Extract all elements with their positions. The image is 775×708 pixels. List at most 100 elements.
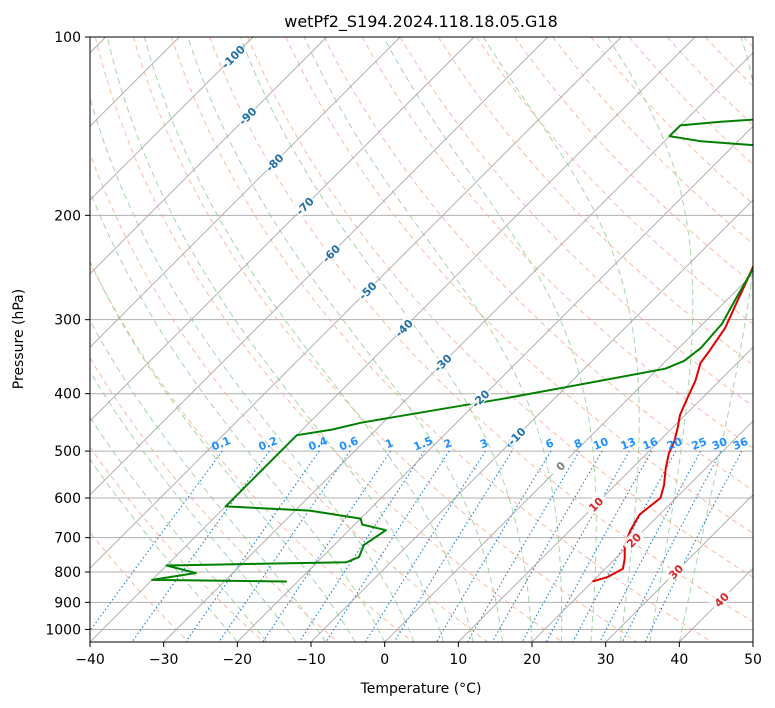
mixing-ratio-line — [90, 450, 223, 632]
isotherm-label-bg — [547, 453, 572, 478]
moist-adiabat-line — [239, 37, 533, 642]
isotherm-label-bg — [467, 386, 492, 411]
isotherm-line — [310, 199, 753, 642]
isotherm-label-bg — [621, 527, 646, 552]
moist-adiabat-line — [90, 370, 297, 642]
isotherm-label-bg — [354, 277, 380, 302]
mixing-ratio-label: 13 — [619, 435, 638, 453]
mixing-ratio-line — [621, 450, 722, 642]
isotherm-line — [163, 52, 753, 642]
moist-adiabat-line — [90, 416, 268, 642]
x-tick-label: −10 — [296, 652, 326, 668]
y-tick-label: 300 — [54, 313, 81, 329]
moist-adiabat-line — [303, 37, 563, 642]
mixing-ratio-label: 36 — [731, 435, 750, 453]
y-tick-label: 400 — [54, 387, 81, 403]
y-tick-label: 700 — [54, 531, 81, 547]
mixing-ratio-line — [298, 450, 425, 642]
x-tick-label: 0 — [380, 652, 389, 668]
mixing-ratio-label: 25 — [690, 435, 709, 453]
x-tick-label: −30 — [149, 652, 179, 668]
moist-adiabat-line — [187, 37, 503, 642]
mixing-ratio-label: 10 — [591, 435, 610, 453]
moist-adiabat-line — [383, 37, 597, 642]
x-tick-label: 30 — [597, 652, 615, 668]
isotherm-label-bg — [234, 103, 259, 128]
profile-series — [151, 118, 753, 583]
dry-adiabat-line — [90, 152, 488, 642]
mixing-ratio-label: 1 — [383, 436, 395, 451]
dry-adiabat-line — [437, 37, 753, 366]
moist-adiabat-line — [90, 319, 327, 642]
isotherm-line — [90, 37, 475, 422]
isotherm-line — [384, 273, 753, 642]
moist-adiabat-line — [106, 37, 445, 642]
mixing-ratio-line — [262, 450, 392, 642]
mixing-ratio-label: 30 — [710, 435, 729, 453]
dewpoint-profile-line — [151, 118, 753, 583]
dry-adiabat-line — [171, 37, 712, 642]
mixing-ratio-label: 3 — [478, 436, 490, 451]
mixing-ratio-line — [572, 450, 677, 642]
gridlines — [90, 37, 753, 630]
y-tick-label: 200 — [54, 208, 81, 224]
x-tick-label: −20 — [223, 652, 253, 668]
plot-area — [90, 37, 753, 642]
moist-adiabat-line — [678, 37, 753, 642]
plot-layer: 0.10.20.40.611.52346810131620253036-100-… — [90, 37, 753, 642]
mixing-ratio-label: 2 — [442, 436, 454, 451]
dry-adiabat-line — [90, 446, 264, 642]
isotherm-line — [457, 346, 753, 642]
mixing-ratio-line — [545, 450, 653, 642]
isotherm-label-bg — [583, 491, 608, 516]
mixing-ratio-line — [491, 450, 603, 642]
isotherm-label-bg — [663, 559, 688, 584]
mixing-ratio-line — [185, 450, 320, 642]
x-axis-label: Temperature (°C) — [360, 681, 482, 697]
isotherm-label-bg — [429, 350, 454, 375]
isotherm-line — [90, 37, 696, 642]
moist-adiabat-line — [482, 37, 640, 642]
y-tick-label: 500 — [54, 444, 81, 460]
mixing-ratio-line — [599, 450, 701, 642]
isotherm-line — [90, 37, 401, 348]
y-tick-label: 100 — [54, 30, 81, 46]
moist-adiabat-line — [90, 260, 356, 642]
x-tick-label: 10 — [449, 652, 467, 668]
y-tick-label: 900 — [54, 595, 81, 611]
isotherm-line — [90, 37, 254, 201]
mixing-ratio-label: 20 — [665, 435, 684, 453]
moist-adiabat-line — [607, 37, 694, 642]
isotherm-label-bg — [708, 587, 733, 612]
isotherm-label-bg — [391, 315, 416, 340]
dry-adiabat-line — [94, 37, 563, 642]
dry-adiabat-line — [361, 37, 753, 449]
y-axis-label: Pressure (hPa) — [11, 289, 27, 389]
dry-adiabat-line — [247, 37, 753, 578]
y-tick-label: 1000 — [45, 622, 81, 638]
mixing-ratio-label: 8 — [572, 436, 584, 451]
y-axis: 100 200 300 400 500 600 700 800 900 1000 — [45, 30, 90, 638]
mixing-ratio-line — [644, 450, 743, 642]
dry-adiabats — [90, 37, 753, 642]
mixing-ratio-line — [521, 450, 630, 642]
isotherm-label-bg — [318, 240, 343, 265]
moist-adiabat-line — [143, 37, 474, 642]
isotherm-line — [236, 125, 753, 642]
isotherm-line — [90, 37, 622, 569]
isotherm-line — [752, 641, 753, 642]
y-tick-label: 800 — [54, 565, 81, 581]
plot-frame — [89, 36, 754, 643]
isotherm-label-bg — [220, 44, 245, 69]
dry-adiabat-line — [323, 37, 753, 491]
isotherm-label-bg — [292, 193, 317, 218]
isotherm-line — [90, 37, 549, 496]
isotherm-label-bg — [503, 423, 529, 448]
chart-title: wetPf2_S194.2024.118.18.05.G18 — [284, 12, 558, 32]
temperature-profile-line — [592, 264, 753, 583]
x-tick-label: 50 — [744, 652, 762, 668]
x-tick-label: −40 — [75, 652, 105, 668]
moist-adiabat-line — [90, 458, 238, 642]
y-tick-label: 600 — [54, 491, 81, 507]
